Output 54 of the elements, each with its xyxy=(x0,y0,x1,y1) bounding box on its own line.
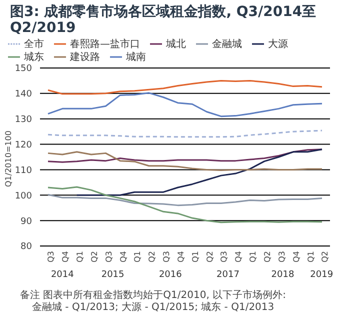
legend-label: 春熙路—盐市口 xyxy=(70,39,140,50)
x-tick-label: Q1 xyxy=(190,251,200,262)
legend-label: 全市 xyxy=(24,39,44,50)
x-tick-label: Q2 xyxy=(320,251,330,262)
text: 备注 图表中所有租金指数均始于Q1/2010, 以下子市场例外: xyxy=(20,290,287,302)
line-series xyxy=(47,130,323,138)
legend-label: 城南 xyxy=(126,52,146,63)
x-tick-label: Q3 xyxy=(46,251,56,262)
y-tick-label: 140 xyxy=(14,90,32,100)
x-tick-label: Q1 xyxy=(248,251,258,262)
x-tick-label: Q2 xyxy=(262,251,272,262)
y-tick-label: 150 xyxy=(14,64,32,74)
y-tick-label: 130 xyxy=(14,115,32,126)
x-tick-label: Q4 xyxy=(118,251,128,262)
x-tick-label: Q4 xyxy=(61,251,70,262)
x-tick-label: Q2 xyxy=(90,251,99,262)
x-tick-label: Q1 xyxy=(76,251,85,262)
x-tick-label: Q2 xyxy=(148,251,157,262)
text: 2019 xyxy=(310,270,334,280)
legend-label: 城北 xyxy=(166,39,186,50)
x-tick-label: Q3 xyxy=(104,251,114,262)
line-series xyxy=(47,186,323,224)
text: 2017 xyxy=(216,270,240,280)
x-tick-label: Q4 xyxy=(234,251,244,262)
x-tick-label: Q3 xyxy=(162,251,172,262)
line-series xyxy=(47,92,323,118)
x-tick-label: Q1 xyxy=(306,251,316,262)
line-series xyxy=(47,194,323,206)
x-tick-label: Q2 xyxy=(205,251,214,262)
x-tick-label: Q3 xyxy=(277,251,286,262)
y-axis-title: Q1/2010=100 xyxy=(4,130,13,187)
text: 2018 xyxy=(271,270,294,280)
y-tick-label: 100 xyxy=(14,191,32,202)
text: 金融城 - Q1/2013; 大源 - Q1/2015; 城东 - Q1/2013 xyxy=(31,302,276,314)
x-tick-label: Q4 xyxy=(176,251,186,262)
y-tick-label: 90 xyxy=(20,216,32,227)
x-tick-label: Q3 xyxy=(220,251,229,262)
text: 2015 xyxy=(101,270,124,280)
x-tick-label: Q1 xyxy=(133,251,142,262)
y-tick-label: 80 xyxy=(20,242,32,252)
y-tick-label: 110 xyxy=(14,166,32,176)
line-series xyxy=(47,148,323,163)
legend-label: 城东 xyxy=(24,52,44,63)
line-series xyxy=(47,80,323,95)
line-series xyxy=(76,148,323,196)
legend-label: 大源 xyxy=(268,39,288,50)
text: 2016 xyxy=(158,270,182,280)
y-tick-label: 120 xyxy=(14,140,32,150)
legend-label: 金融城 xyxy=(212,39,242,50)
x-tick-label: Q4 xyxy=(292,251,301,262)
chart-title: 图3: 成都零售市场各区域租金指数, Q3/2014至Q2/2019 xyxy=(9,2,318,36)
line-series xyxy=(47,151,323,171)
text: 2014 xyxy=(50,270,74,280)
legend-label: 建设路 xyxy=(70,52,100,63)
